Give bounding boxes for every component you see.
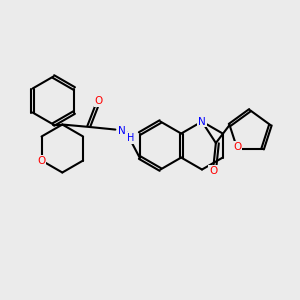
Text: N: N	[198, 116, 206, 127]
Text: H: H	[127, 133, 134, 143]
Text: N: N	[118, 126, 126, 136]
Text: O: O	[209, 166, 218, 176]
Text: O: O	[95, 96, 103, 106]
Text: O: O	[38, 155, 46, 166]
Text: O: O	[233, 142, 242, 152]
